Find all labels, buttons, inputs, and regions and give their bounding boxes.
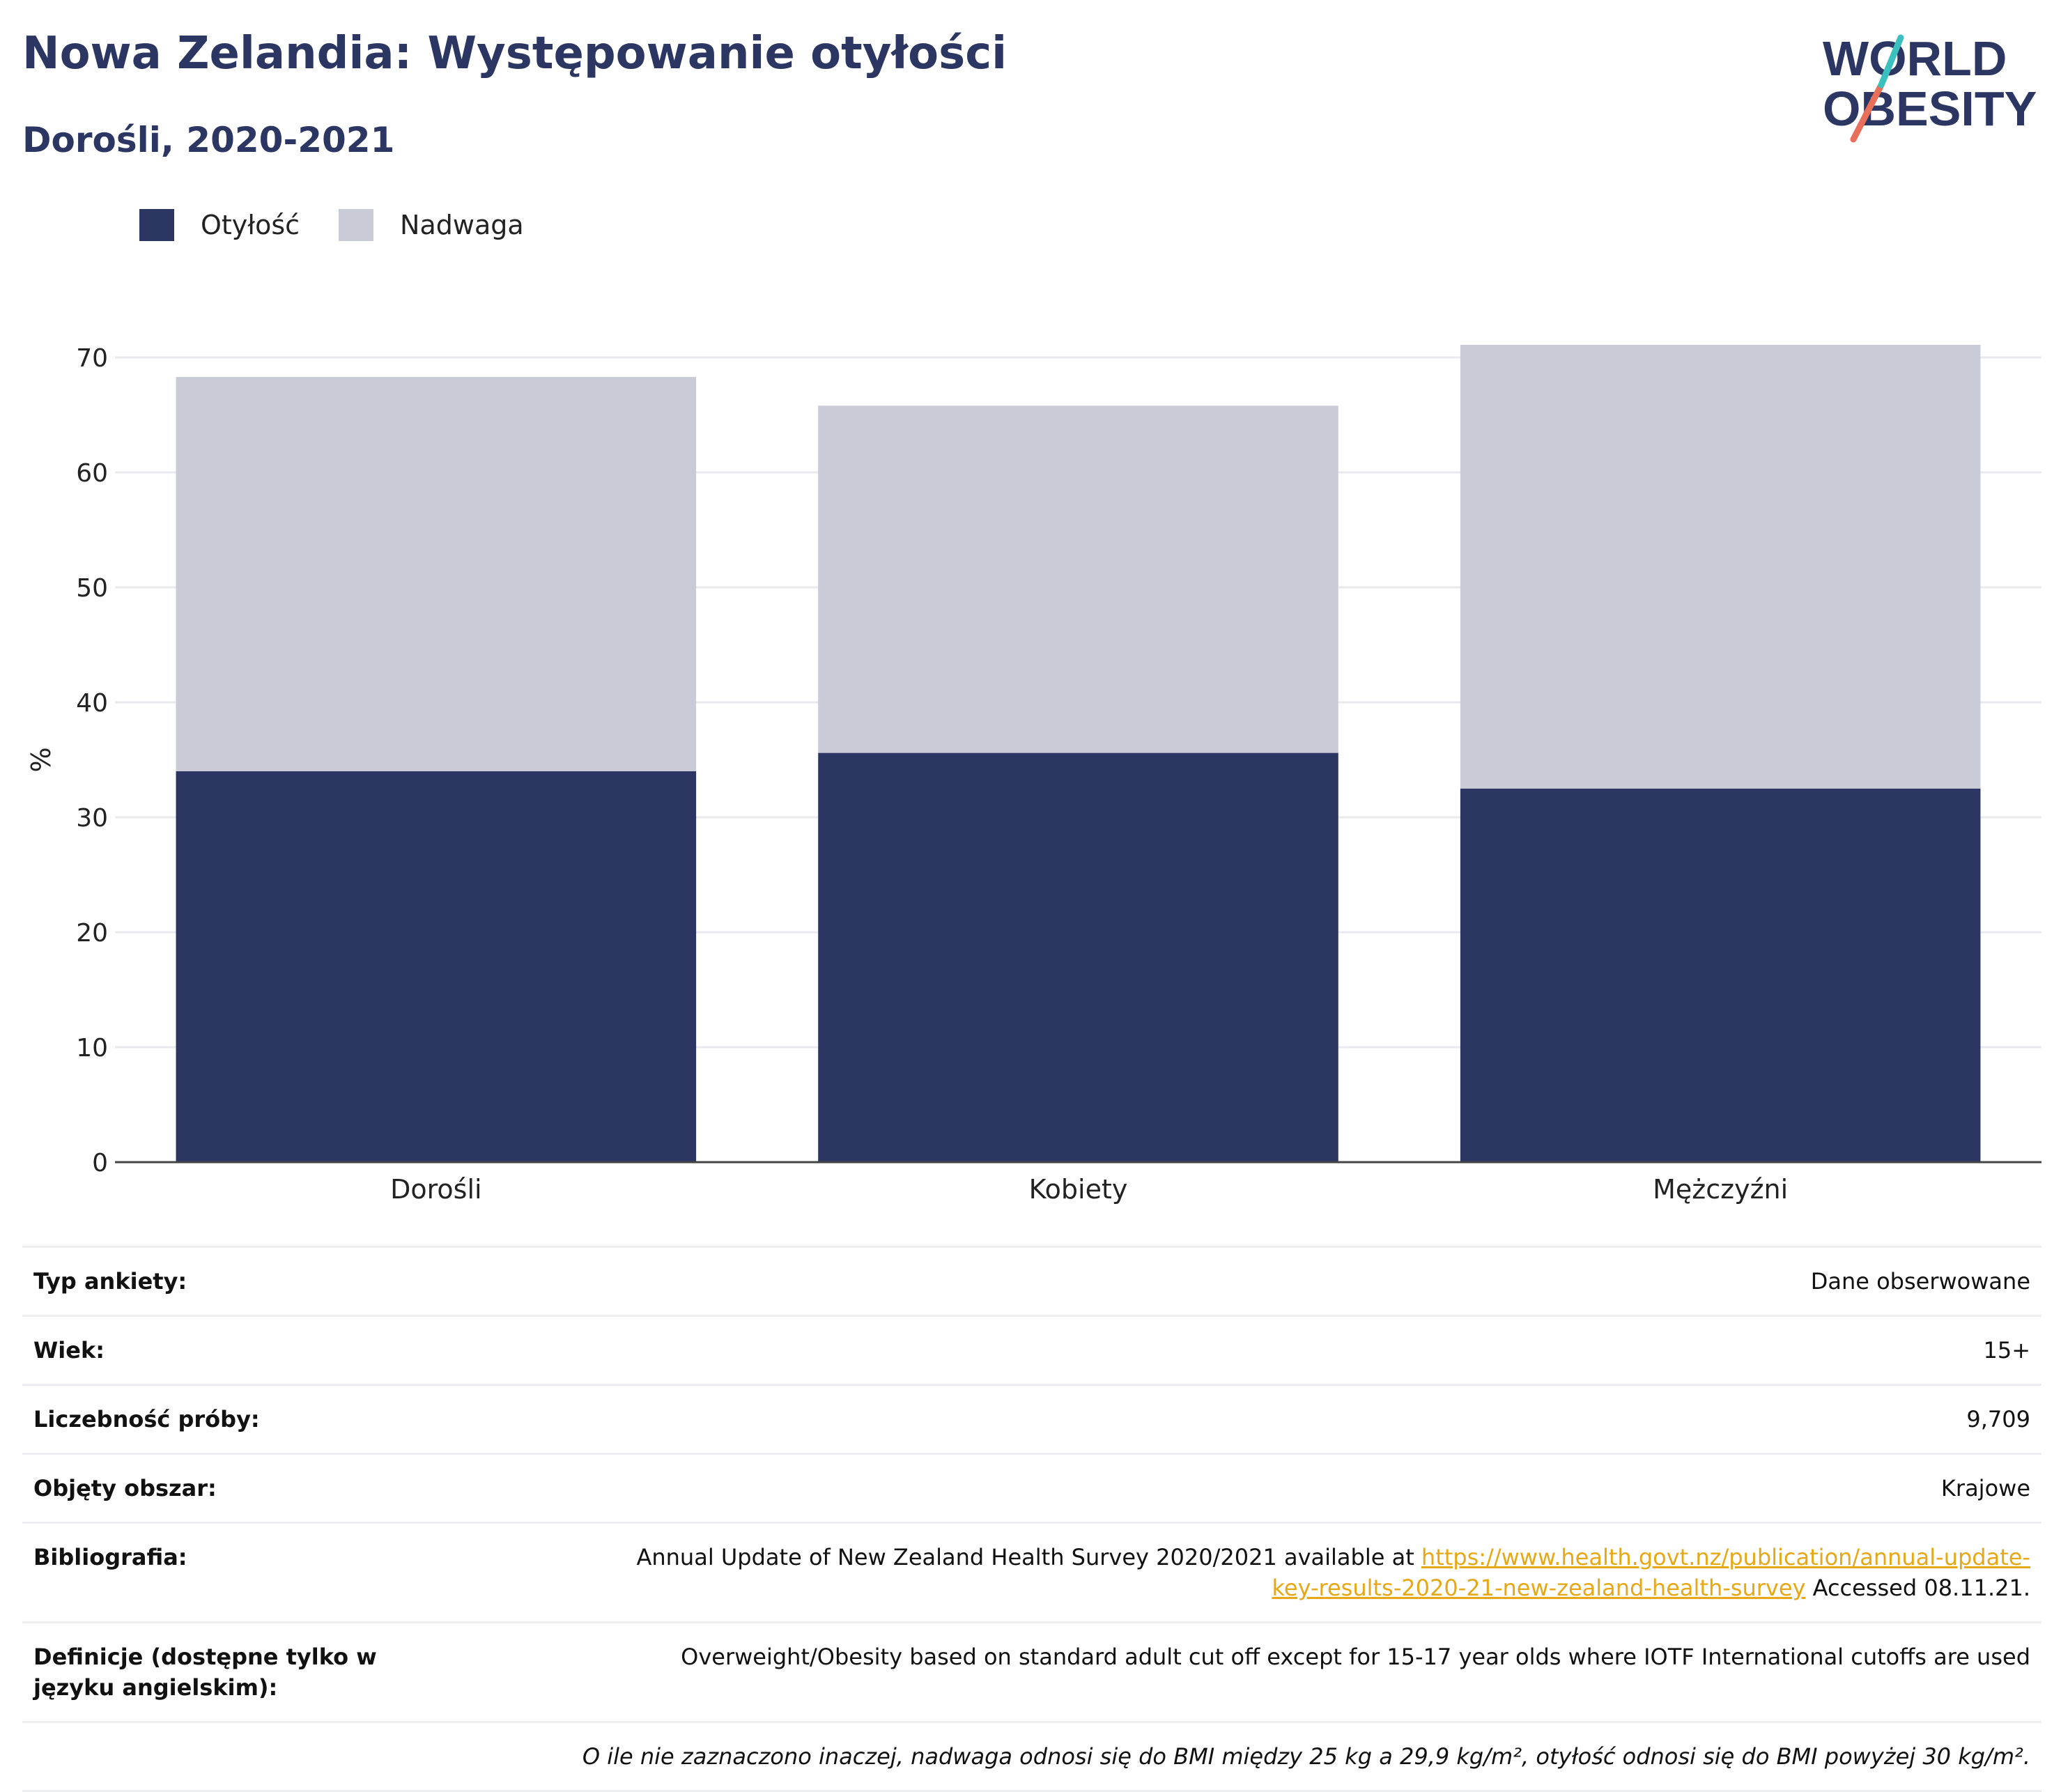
legend-item-obesity[interactable]: Otyłość bbox=[139, 209, 300, 241]
meta-row-bibliography: Bibliografia: Annual Update of New Zeala… bbox=[22, 1522, 2041, 1621]
meta-row-survey-type: Typ ankiety: Dane obserwowane bbox=[22, 1246, 2041, 1315]
chart-subtitle: Dorośli, 2020-2021 bbox=[22, 120, 395, 160]
bmi-note: O ile nie zaznaczono inaczej, nadwaga od… bbox=[582, 1743, 2030, 1770]
meta-value: Krajowe bbox=[1940, 1475, 2030, 1501]
y-tick-label: 30 bbox=[76, 804, 108, 833]
meta-label: Liczebność próby: bbox=[33, 1406, 260, 1432]
y-tick-label: 40 bbox=[76, 689, 108, 718]
biblio-link[interactable]: https://www.health.govt.nz/publication/a… bbox=[1272, 1544, 2031, 1601]
x-tick-label: Mężczyźni bbox=[1653, 1174, 1788, 1205]
meta-label: Typ ankiety: bbox=[33, 1268, 187, 1295]
meta-row-age: Wiek: 15+ bbox=[22, 1315, 2041, 1384]
meta-label: Definicje (dostępne tylko w języku angie… bbox=[33, 1644, 377, 1701]
y-tick-label: 0 bbox=[92, 1149, 108, 1177]
legend-label-obesity: Otyłość bbox=[201, 210, 300, 240]
stacked-bar-chart: 0 10 20 30 40 50 60 70% Dorośli Kobiety Mężczyźni bbox=[26, 344, 2041, 1205]
biblio-text: Annual Update of New Zealand Health Surv… bbox=[636, 1544, 1421, 1570]
logo-line2: OBESITY bbox=[1823, 82, 2037, 136]
x-tick-label: Kobiety bbox=[1029, 1174, 1128, 1205]
meta-row-area: Objęty obszar: Krajowe bbox=[22, 1453, 2041, 1522]
legend-label-overweight: Nadwaga bbox=[400, 210, 524, 240]
y-axis-label: % bbox=[26, 747, 56, 772]
meta-value: Overweight/Obesity based on standard adu… bbox=[681, 1644, 2030, 1670]
x-tick-label: Dorośli bbox=[390, 1174, 481, 1205]
y-tick-label: 70 bbox=[76, 344, 108, 373]
bar-obesity-1 bbox=[818, 752, 1338, 1162]
chart-title: Nowa Zelandia: Występowanie otyłości bbox=[22, 28, 1008, 79]
bar-obesity-0 bbox=[176, 771, 697, 1162]
y-tick-label: 20 bbox=[76, 919, 108, 948]
y-tick-label: 50 bbox=[76, 574, 108, 603]
meta-label: Bibliografia: bbox=[33, 1544, 187, 1570]
logo-line1: WORLD bbox=[1823, 31, 2007, 86]
meta-value: 15+ bbox=[1983, 1337, 2030, 1364]
logo-slash-coral bbox=[1850, 82, 1885, 143]
y-tick-label: 10 bbox=[76, 1034, 108, 1063]
bar-overweight-1 bbox=[818, 405, 1338, 753]
meta-row-definitions: Definicje (dostępne tylko w języku angie… bbox=[22, 1621, 2041, 1721]
legend-item-overweight[interactable]: Nadwaga bbox=[339, 209, 524, 241]
meta-value: Dane obserwowane bbox=[1810, 1268, 2030, 1295]
y-tick-label: 60 bbox=[76, 459, 108, 488]
bar-overweight-2 bbox=[1460, 344, 1981, 789]
meta-value: 9,709 bbox=[1966, 1406, 2030, 1432]
meta-row-note: O ile nie zaznaczono inaczej, nadwaga od… bbox=[22, 1721, 2041, 1792]
chart-legend: Otyłość Nadwaga bbox=[139, 209, 563, 241]
bar-obesity-2 bbox=[1460, 788, 1981, 1162]
meta-label: Wiek: bbox=[33, 1337, 105, 1364]
legend-swatch-overweight bbox=[339, 209, 374, 241]
metadata-table: Typ ankiety: Dane obserwowane Wiek: 15+ … bbox=[22, 1246, 2041, 1792]
logo-slash-teal bbox=[1878, 34, 1904, 88]
meta-value: Annual Update of New Zealand Health Surv… bbox=[595, 1542, 2030, 1603]
meta-label: Objęty obszar: bbox=[33, 1475, 217, 1501]
bar-overweight-0 bbox=[176, 377, 697, 771]
world-obesity-logo: WORLD OBESITY bbox=[1823, 31, 2037, 143]
biblio-suffix: Accessed 08.11.21. bbox=[1805, 1575, 2030, 1601]
meta-row-sample-size: Liczebność próby: 9,709 bbox=[22, 1384, 2041, 1453]
legend-swatch-obesity bbox=[139, 209, 174, 241]
